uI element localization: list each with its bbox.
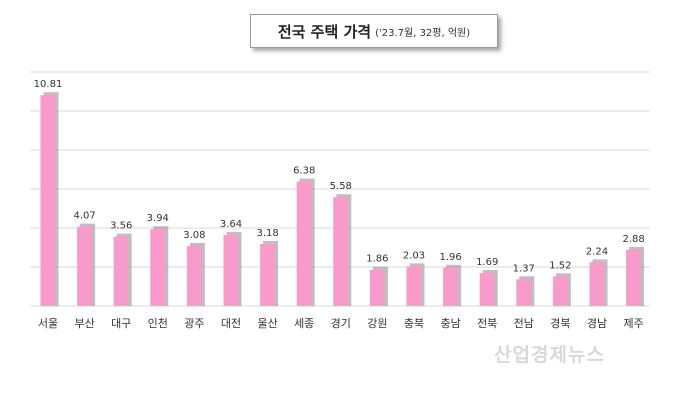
- category-label: 경북: [550, 317, 570, 330]
- bar: [406, 266, 422, 306]
- chart-title-box: 전국 주택 가격 ('23.7월, 32평, 억원): [250, 14, 498, 48]
- bar: [40, 95, 56, 306]
- bar-value-label: 1.86: [366, 254, 388, 265]
- bar: [186, 245, 202, 306]
- bar-value-label: 2.03: [403, 250, 425, 261]
- bar: [626, 249, 642, 306]
- bar-value-label: 5.58: [330, 181, 352, 192]
- bar: [333, 197, 349, 306]
- bar-value-label: 3.64: [220, 219, 242, 230]
- bar: [589, 262, 605, 306]
- bar-value-label: 1.96: [439, 252, 461, 263]
- bars: [40, 92, 645, 306]
- category-label: 서울: [38, 317, 58, 330]
- category-label: 인천: [148, 316, 168, 330]
- bar-value-label: 3.08: [183, 230, 205, 241]
- category-label: 경남: [587, 317, 607, 330]
- category-label: 세종: [294, 317, 314, 330]
- bar-value-label: 2.24: [586, 246, 608, 257]
- category-labels: 서울 부산 대구 인천 광주 대전 울산 세종 경기 강원 충북 충남 전북 전남 경북 경남 제주: [38, 316, 644, 330]
- category-label: 대구: [111, 317, 131, 330]
- bar-value-label: 3.94: [147, 213, 169, 224]
- bar: [516, 279, 532, 306]
- bar: [479, 273, 495, 306]
- category-label: 충북: [404, 317, 424, 330]
- bar-value-label: 3.56: [110, 221, 132, 232]
- bar: [77, 226, 93, 306]
- category-label: 제주: [623, 317, 643, 330]
- category-label: 전남: [514, 317, 534, 330]
- chart-title: 전국 주택 가격: [277, 22, 372, 41]
- category-label: 충남: [440, 317, 460, 330]
- bar: [369, 269, 385, 306]
- bar: [223, 235, 239, 306]
- bar-value-label: 1.69: [476, 257, 498, 268]
- bar-value-label: 3.18: [256, 228, 278, 239]
- category-label: 부산: [74, 317, 94, 330]
- category-label: 전북: [477, 317, 497, 330]
- bar: [443, 267, 459, 306]
- bar: [150, 229, 166, 306]
- bar-value-label: 1.37: [513, 263, 535, 274]
- value-labels: 10.81 4.07 3.56 3.94 3.08 3.64 3.18 6.38 5.58 1.8…: [34, 79, 645, 274]
- category-label: 경기: [331, 317, 351, 330]
- category-label: 울산: [257, 317, 277, 330]
- bar: [260, 243, 276, 306]
- chart-subtitle: ('23.7월, 32평, 억원): [375, 27, 471, 39]
- bar-value-label: 2.88: [622, 234, 644, 245]
- bar-value-label: 10.81: [34, 79, 63, 90]
- category-label: 광주: [184, 317, 204, 330]
- bar-value-label: 6.38: [293, 166, 315, 177]
- category-label: 강원: [367, 317, 387, 330]
- bar-value-label: 4.07: [73, 211, 95, 222]
- bar: [113, 236, 129, 306]
- watermark-text: 산업경제뉴스: [494, 344, 605, 366]
- bar-value-label: 1.52: [549, 260, 571, 271]
- category-label: 대전: [221, 317, 241, 330]
- bar: [552, 276, 568, 306]
- bar: [296, 181, 312, 306]
